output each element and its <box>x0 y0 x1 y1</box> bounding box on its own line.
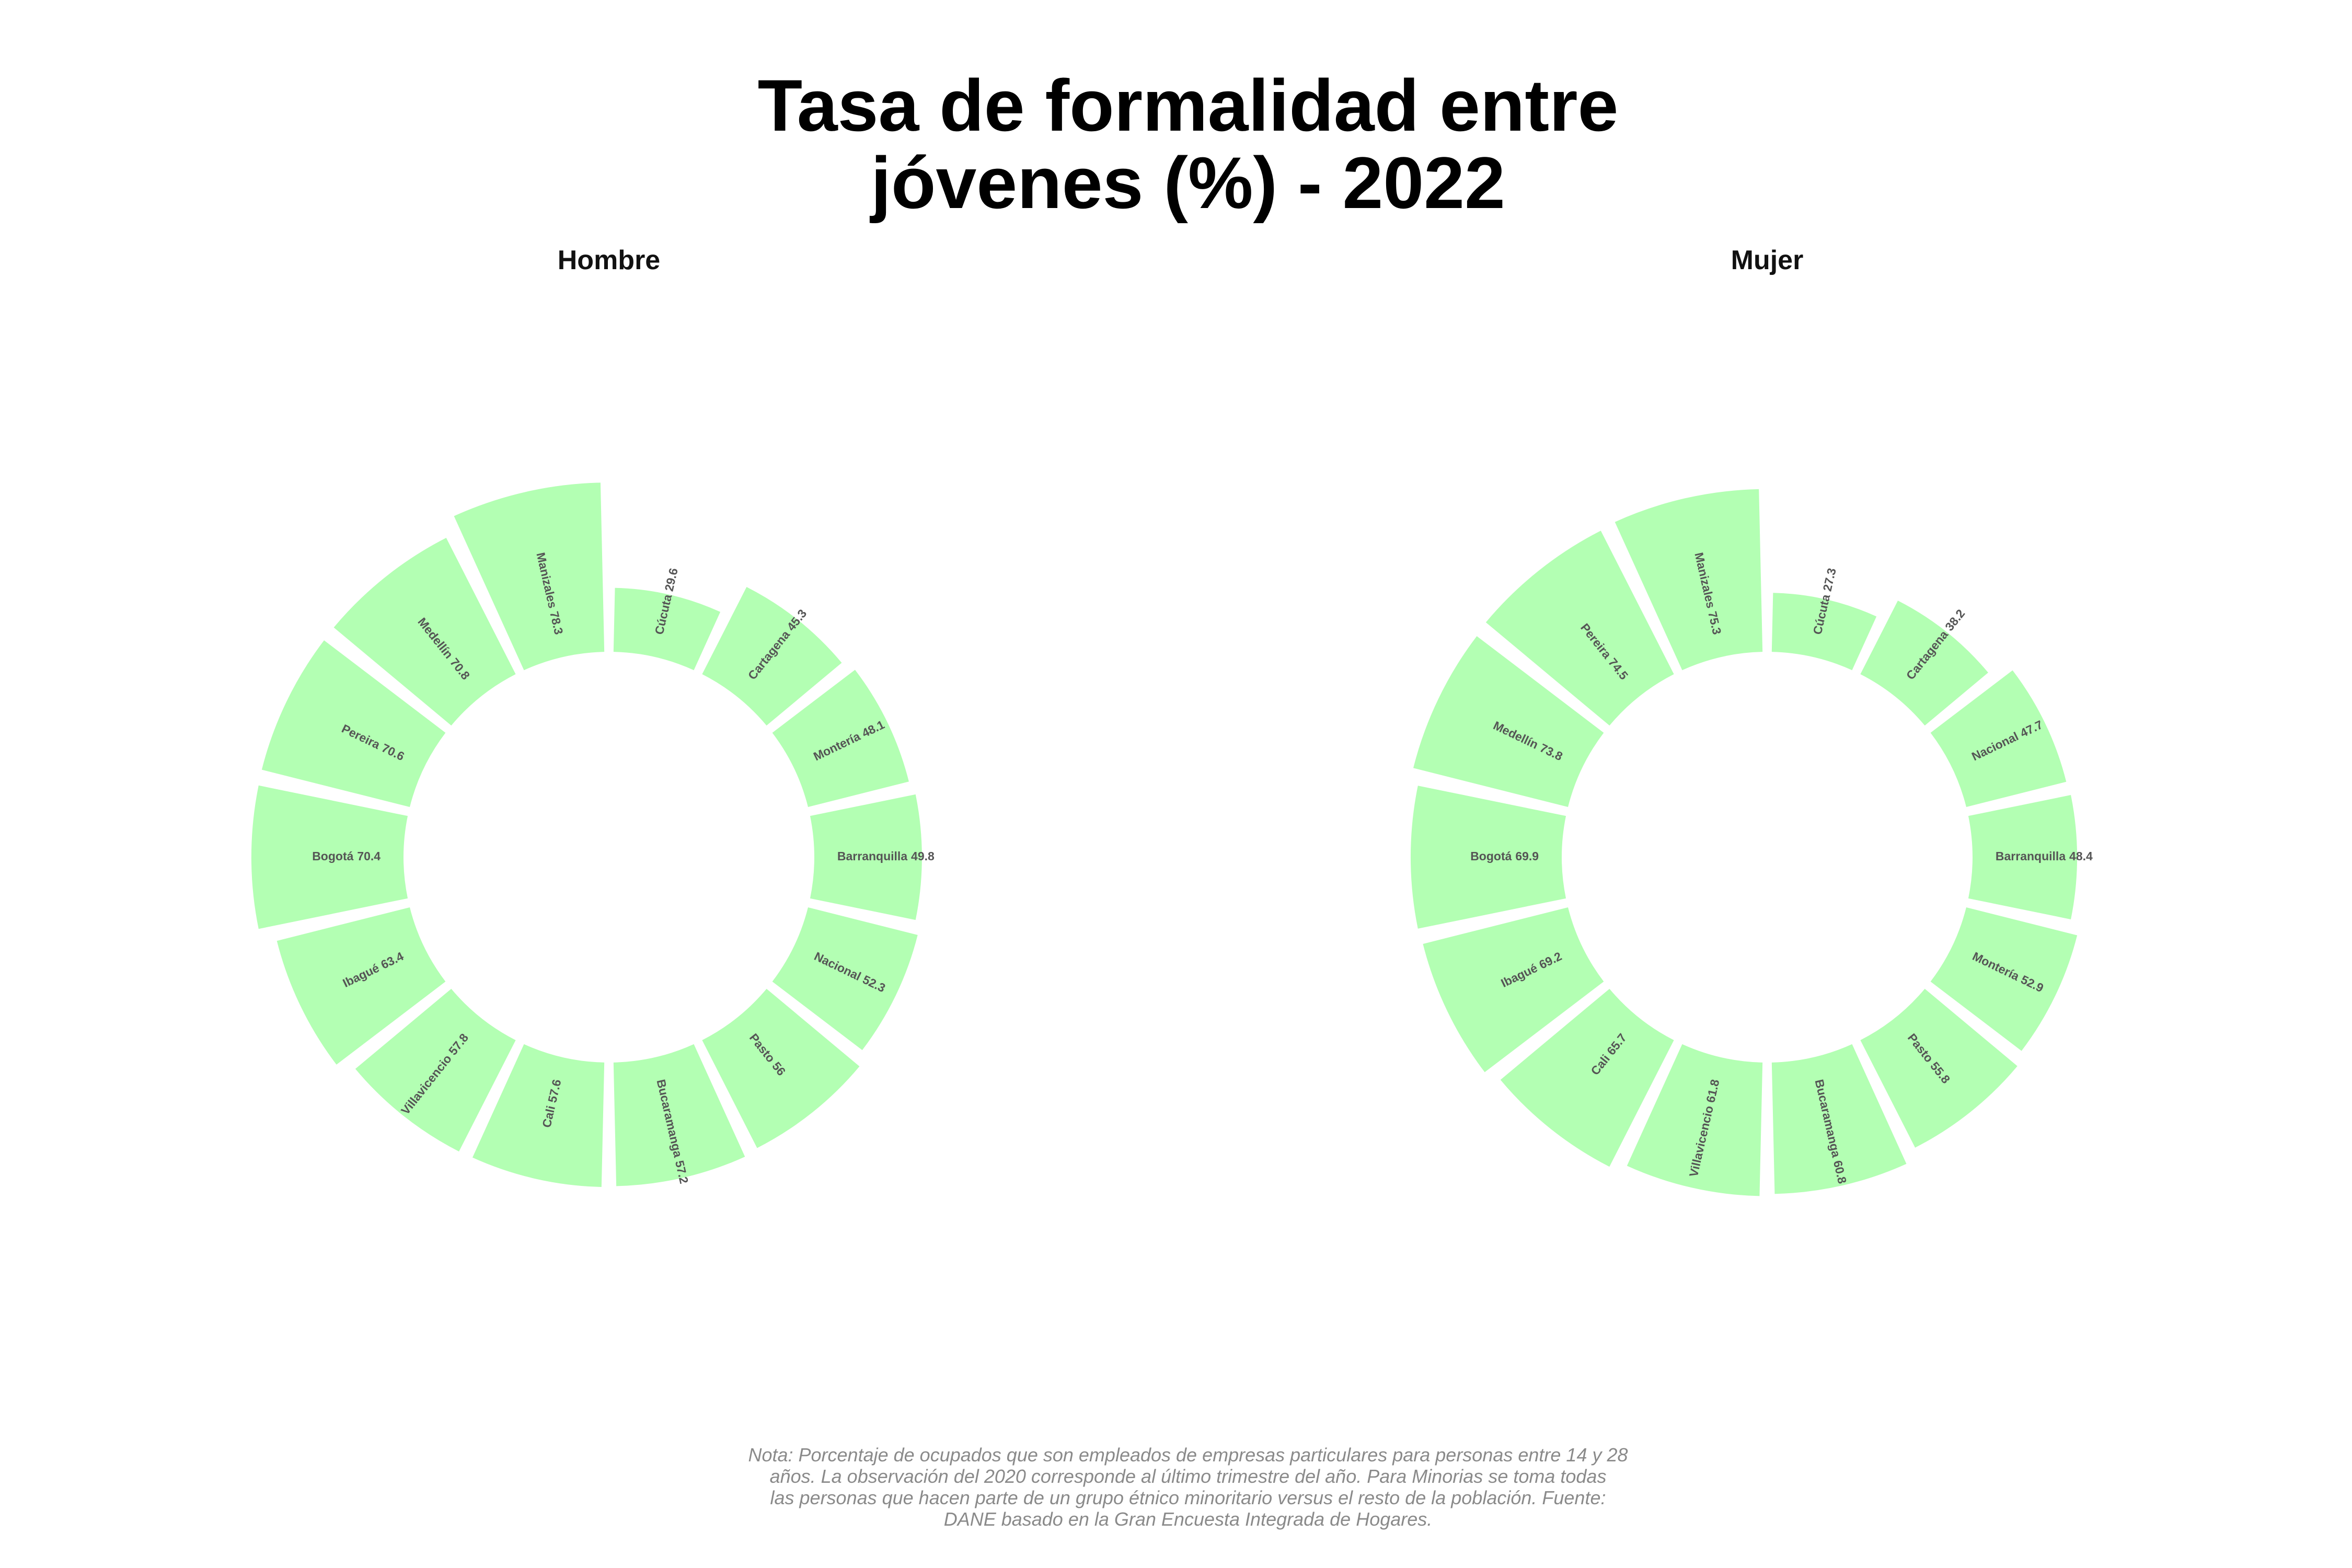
bar-label: Cali57.6 <box>539 1078 563 1129</box>
value-label: 70.4 <box>357 849 381 863</box>
bar <box>1485 531 1674 726</box>
bar <box>276 907 446 1065</box>
category-label: Barranquilla <box>1996 849 2066 863</box>
category-label: Bogotá <box>312 849 353 863</box>
note: DANE basado en la Gran Encuesta Integrad… <box>944 1508 1433 1530</box>
value-label: 49.8 <box>911 849 935 863</box>
bar-label: Barranquilla 48.4 <box>1996 849 2093 863</box>
bar <box>702 586 842 726</box>
bar <box>454 482 605 671</box>
bar <box>810 794 922 920</box>
bar <box>1860 601 1988 726</box>
bar-label: Cúcuta29.6 <box>652 567 681 636</box>
chart-title: jóvenes (%) - 2022 <box>869 142 1505 224</box>
bar <box>1771 1044 1907 1194</box>
bar <box>613 587 721 671</box>
bar-label: Bogotá 69.9 <box>1470 849 1539 863</box>
bar <box>1930 670 2067 807</box>
note: Nota: Porcentaje de ocupados que son emp… <box>748 1444 1628 1466</box>
value-label: 69.9 <box>1515 849 1539 863</box>
bar <box>1627 1044 1763 1196</box>
bar <box>1413 636 1604 807</box>
bar <box>333 537 516 726</box>
bar <box>772 907 918 1051</box>
bar <box>355 988 516 1152</box>
facet-title: Mujer <box>1731 245 1804 275</box>
bar-label: Bogotá 70.4 <box>312 849 381 863</box>
bar <box>1423 907 1604 1073</box>
bar <box>702 988 860 1148</box>
bar <box>1500 988 1674 1167</box>
bar <box>261 640 446 807</box>
category-label: Barranquilla <box>837 849 907 863</box>
bar <box>772 670 909 807</box>
chart-title: Tasa de formalidad entre <box>758 64 1619 146</box>
facet-title: Hombre <box>558 245 660 275</box>
bar-label: Barranquilla 49.8 <box>837 849 935 863</box>
bar <box>1930 907 2078 1051</box>
bar <box>1410 786 1566 929</box>
bar <box>472 1044 605 1187</box>
bar <box>251 785 408 929</box>
value-label: 48.4 <box>2069 849 2093 863</box>
bar <box>1771 593 1877 671</box>
note: años. La observación del 2020 correspond… <box>770 1466 1607 1487</box>
category-label: Bogotá <box>1470 849 1512 863</box>
bar <box>613 1044 745 1186</box>
note: las personas que hacen parte de un grupo… <box>770 1487 1606 1508</box>
bar-label: Manizales75.3 <box>1692 551 1724 636</box>
bar <box>1860 988 2017 1148</box>
bar <box>1968 795 2078 919</box>
bar <box>1615 489 1763 671</box>
